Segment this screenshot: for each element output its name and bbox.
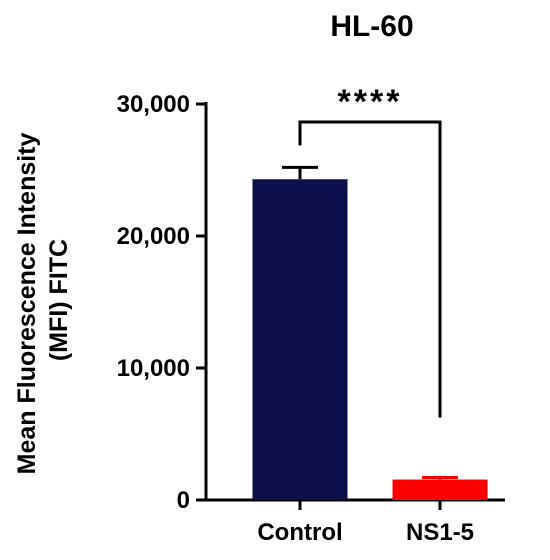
y-axis-title-line-1: Mean Fluorescence Intensity xyxy=(13,132,41,474)
y-tick-label: 0 xyxy=(177,487,190,514)
bar-control xyxy=(252,179,348,501)
plot-area: 0 10,000 20,000 30,000 Control NS1-5 **** xyxy=(117,83,505,546)
y-axis-title: Mean Fluorescence Intensity (MFI) FITC xyxy=(13,126,73,475)
significance-label: **** xyxy=(338,83,403,121)
x-tick-label: Control xyxy=(257,519,342,546)
bar-ns1-5 xyxy=(392,479,488,500)
significance-bracket xyxy=(298,120,442,418)
x-tick-label: NS1-5 xyxy=(406,519,474,546)
y-axis-title-line-2: (MFI) FITC xyxy=(45,239,73,361)
chart-title: HL-60 xyxy=(330,10,413,43)
y-tick-label: 10,000 xyxy=(117,355,190,382)
y-tick-label: 20,000 xyxy=(117,223,190,250)
y-tick-label: 30,000 xyxy=(117,91,190,118)
